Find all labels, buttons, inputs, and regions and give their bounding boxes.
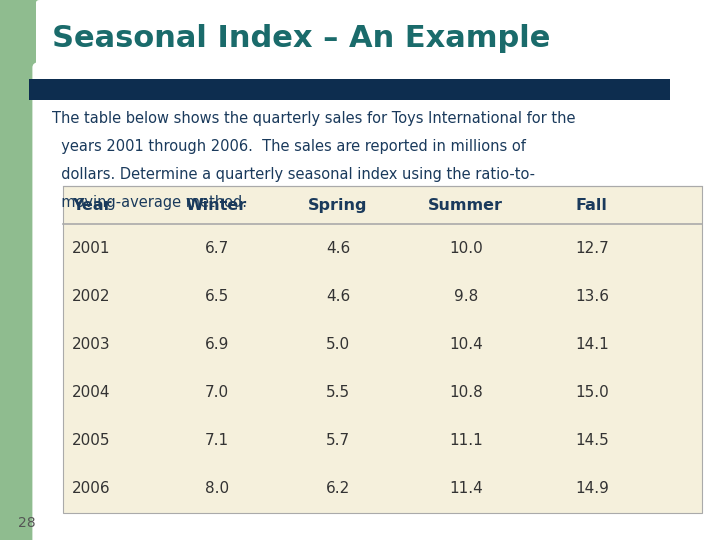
Text: 5.7: 5.7 [326, 433, 350, 448]
Text: 2003: 2003 [72, 337, 111, 352]
Bar [29, 79, 670, 100]
Text: 6.2: 6.2 [326, 482, 350, 496]
Text: 9.8: 9.8 [454, 289, 478, 304]
FancyBboxPatch shape [0, 0, 720, 97]
Text: 2004: 2004 [72, 385, 110, 400]
Text: 13.6: 13.6 [575, 289, 609, 304]
Text: Fall: Fall [576, 198, 608, 213]
Text: 14.5: 14.5 [575, 433, 608, 448]
Text: 6.9: 6.9 [204, 337, 229, 352]
Text: 14.1: 14.1 [575, 337, 608, 352]
Text: 10.0: 10.0 [449, 241, 482, 255]
Text: 7.1: 7.1 [204, 433, 229, 448]
Text: Winter: Winter [186, 198, 247, 213]
Text: 2006: 2006 [72, 482, 111, 496]
Text: Summer: Summer [428, 198, 503, 213]
Text: 12.7: 12.7 [575, 241, 608, 255]
FancyBboxPatch shape [32, 62, 720, 540]
Text: 5.0: 5.0 [326, 337, 350, 352]
Text: 5.5: 5.5 [326, 385, 350, 400]
Text: 15.0: 15.0 [575, 385, 608, 400]
Text: Year: Year [72, 198, 112, 213]
Text: The table below shows the quarterly sales for Toys International for the: The table below shows the quarterly sale… [52, 111, 575, 126]
Text: 6.5: 6.5 [204, 289, 229, 304]
Text: 11.4: 11.4 [449, 482, 482, 496]
Text: 2002: 2002 [72, 289, 110, 304]
Text: 7.0: 7.0 [204, 385, 229, 400]
Text: 10.4: 10.4 [449, 337, 482, 352]
Bar [0, 81, 40, 540]
Bar [63, 186, 702, 513]
Text: moving-average method.: moving-average method. [52, 195, 247, 210]
Text: 14.9: 14.9 [575, 482, 609, 496]
Text: 4.6: 4.6 [326, 289, 350, 304]
Text: 2005: 2005 [72, 433, 110, 448]
Text: 8.0: 8.0 [204, 482, 229, 496]
Text: 11.1: 11.1 [449, 433, 482, 448]
Text: 6.7: 6.7 [204, 241, 229, 255]
Text: 4.6: 4.6 [326, 241, 350, 255]
Text: years 2001 through 2006.  The sales are reported in millions of: years 2001 through 2006. The sales are r… [52, 139, 526, 154]
Text: 10.8: 10.8 [449, 385, 482, 400]
Text: 2001: 2001 [72, 241, 110, 255]
Text: Seasonal Index – An Example: Seasonal Index – An Example [52, 24, 550, 53]
FancyBboxPatch shape [36, 0, 720, 89]
Text: 28: 28 [18, 516, 35, 530]
Text: dollars. Determine a quarterly seasonal index using the ratio-to-: dollars. Determine a quarterly seasonal … [52, 167, 535, 182]
Text: Spring: Spring [308, 198, 368, 213]
